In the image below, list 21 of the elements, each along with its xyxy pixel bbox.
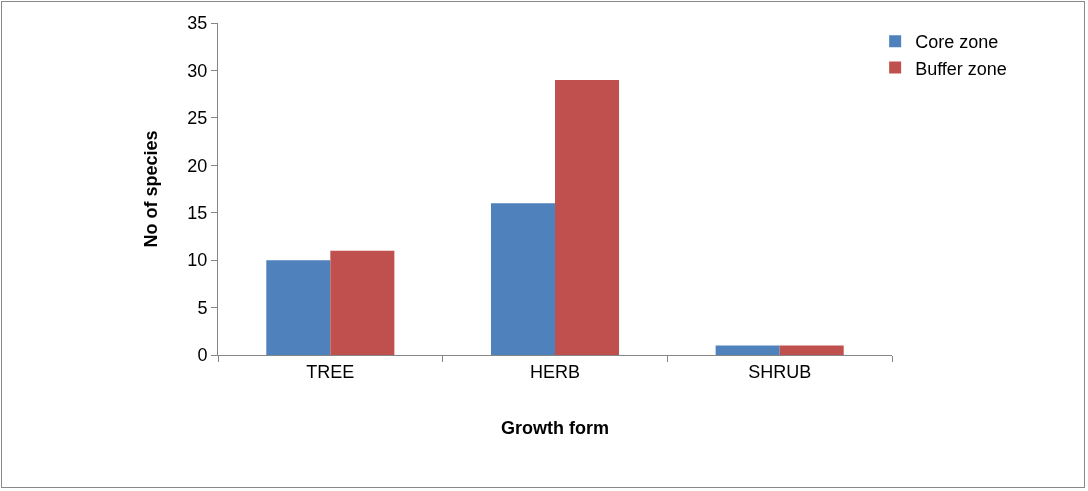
y-tick-label: 25	[187, 108, 208, 129]
y-tick-label: 30	[187, 60, 208, 81]
y-tick-label: 5	[197, 297, 208, 318]
bar	[330, 250, 395, 355]
legend-label: Core zone	[915, 32, 999, 53]
bar	[490, 203, 555, 355]
x-tick-label: HERB	[529, 361, 581, 382]
bar	[779, 345, 844, 355]
x-tick-label: SHRUB	[748, 361, 812, 382]
bar	[555, 79, 620, 355]
y-tick-label: 15	[187, 203, 208, 224]
x-axis-title: Growth form	[501, 417, 609, 438]
y-tick-label: 0	[197, 345, 208, 366]
legend-label: Buffer zone	[915, 58, 1007, 79]
y-axis-title: No of species	[140, 130, 161, 248]
bar	[715, 345, 780, 355]
y-tick-label: 20	[187, 155, 208, 176]
y-tick-label: 35	[187, 13, 208, 34]
bar	[266, 260, 331, 355]
y-tick-label: 10	[187, 250, 208, 271]
x-tick-label: TREE	[306, 361, 355, 382]
